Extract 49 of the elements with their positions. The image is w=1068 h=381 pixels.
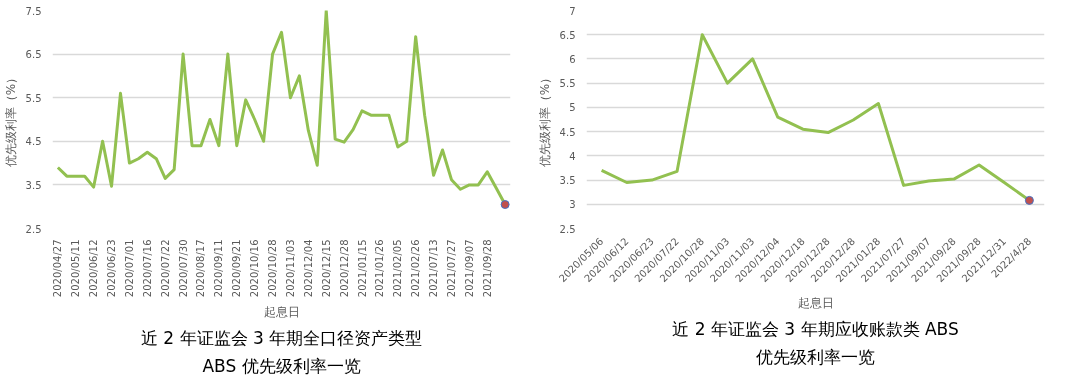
y-tick-label: 3.5 bbox=[559, 175, 576, 187]
x-tick-label: 2021/07/27 bbox=[445, 239, 457, 298]
y-axis-title: 优先级利率（%） bbox=[537, 71, 552, 168]
x-tick-label: 2021/01/15 bbox=[356, 239, 368, 298]
x-tick-label: 2020/09/21 bbox=[231, 239, 243, 298]
y-tick-label: 7.5 bbox=[25, 5, 42, 17]
text: 近 2 年证监会 3 年期应收账款类 ABS bbox=[672, 318, 959, 339]
y-tick-label: 2.5 bbox=[25, 223, 42, 235]
y-axis-title: 优先级利率（%） bbox=[3, 71, 18, 168]
y-tick-label: 6.5 bbox=[25, 49, 42, 61]
y-tick-label: 3.5 bbox=[25, 179, 42, 191]
x-tick-label: 2020/12/04 bbox=[302, 239, 314, 298]
y-tick-label: 7 bbox=[569, 5, 576, 17]
y-tick-label: 5.5 bbox=[559, 78, 576, 90]
x-axis-title: 起息日 bbox=[797, 296, 834, 311]
text: 优先级利率一览 bbox=[756, 346, 875, 367]
x-tick-label: 2020/07/01 bbox=[123, 239, 135, 298]
x-axis-title: 起息日 bbox=[263, 305, 300, 320]
x-tick-label: 2020/10/28 bbox=[267, 239, 279, 298]
x-tick-label: 2020/10/16 bbox=[249, 239, 261, 298]
y-tick-label: 6.5 bbox=[559, 29, 576, 41]
x-tick-label: 2020/09/11 bbox=[213, 239, 225, 298]
x-tick-label: 2021/07/13 bbox=[428, 239, 440, 298]
x-tick-label: 2020/05/11 bbox=[70, 239, 82, 298]
x-tick-label: 2021/09/07 bbox=[463, 239, 475, 298]
y-tick-label: 5.5 bbox=[25, 92, 42, 104]
text: ABS 优先级利率一览 bbox=[202, 355, 361, 376]
x-tick-label: 2021/02/05 bbox=[392, 239, 404, 298]
x-tick-label: 2020/06/12 bbox=[88, 239, 100, 298]
y-tick-label: 6 bbox=[569, 53, 576, 65]
y-tick-label: 4 bbox=[569, 150, 576, 162]
y-tick-label: 4.5 bbox=[25, 136, 42, 148]
y-tick-label: 5 bbox=[569, 102, 576, 114]
x-tick-label: 2020/12/28 bbox=[338, 239, 350, 298]
x-tick-label: 2021/09/28 bbox=[481, 239, 493, 298]
x-tick-label: 2020/12/15 bbox=[320, 239, 332, 298]
x-tick-label: 2020/06/23 bbox=[106, 239, 118, 298]
text: 近 2 年证监会 3 年期全口径资产类型 bbox=[140, 327, 423, 348]
x-tick-label: 2021/01/26 bbox=[374, 239, 386, 298]
y-tick-label: 4.5 bbox=[559, 126, 576, 138]
x-tick-label: 2020/07/30 bbox=[177, 239, 189, 298]
x-tick-label: 2020/11/03 bbox=[284, 239, 296, 298]
y-tick-label: 3 bbox=[569, 199, 576, 211]
x-tick-label: 2021/02/26 bbox=[410, 239, 422, 298]
x-tick-label: 2020/08/17 bbox=[195, 239, 207, 298]
y-tick-label: 2.5 bbox=[559, 223, 576, 235]
x-tick-label: 2020/07/16 bbox=[141, 239, 153, 298]
x-tick-label: 2020/07/22 bbox=[159, 239, 171, 298]
x-tick-label: 2020/04/27 bbox=[52, 239, 64, 298]
